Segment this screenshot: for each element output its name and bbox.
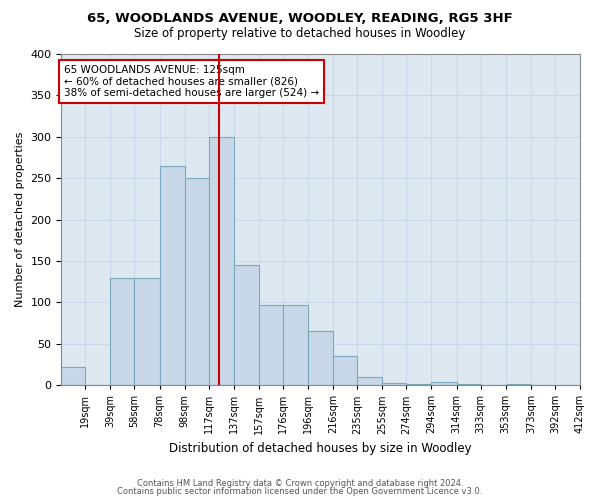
Text: 65 WOODLANDS AVENUE: 125sqm
← 60% of detached houses are smaller (826)
38% of se: 65 WOODLANDS AVENUE: 125sqm ← 60% of det…: [64, 65, 319, 98]
Bar: [283, 305, 308, 385]
Bar: [61, 367, 85, 385]
Bar: [234, 265, 259, 385]
Bar: [259, 305, 283, 385]
Text: Size of property relative to detached houses in Woodley: Size of property relative to detached ho…: [134, 28, 466, 40]
Bar: [406, 384, 431, 385]
Text: 65, WOODLANDS AVENUE, WOODLEY, READING, RG5 3HF: 65, WOODLANDS AVENUE, WOODLEY, READING, …: [87, 12, 513, 26]
Bar: [209, 137, 234, 385]
Bar: [110, 278, 134, 385]
Bar: [134, 278, 160, 385]
Bar: [333, 356, 357, 385]
Bar: [382, 382, 406, 385]
Bar: [185, 178, 209, 385]
Text: Contains public sector information licensed under the Open Government Licence v3: Contains public sector information licen…: [118, 487, 482, 496]
Y-axis label: Number of detached properties: Number of detached properties: [15, 132, 25, 308]
Bar: [506, 384, 531, 385]
Bar: [457, 384, 481, 385]
X-axis label: Distribution of detached houses by size in Woodley: Distribution of detached houses by size …: [169, 442, 472, 455]
Bar: [431, 382, 457, 385]
Bar: [308, 332, 333, 385]
Bar: [357, 377, 382, 385]
Text: Contains HM Land Registry data © Crown copyright and database right 2024.: Contains HM Land Registry data © Crown c…: [137, 478, 463, 488]
Bar: [160, 166, 185, 385]
